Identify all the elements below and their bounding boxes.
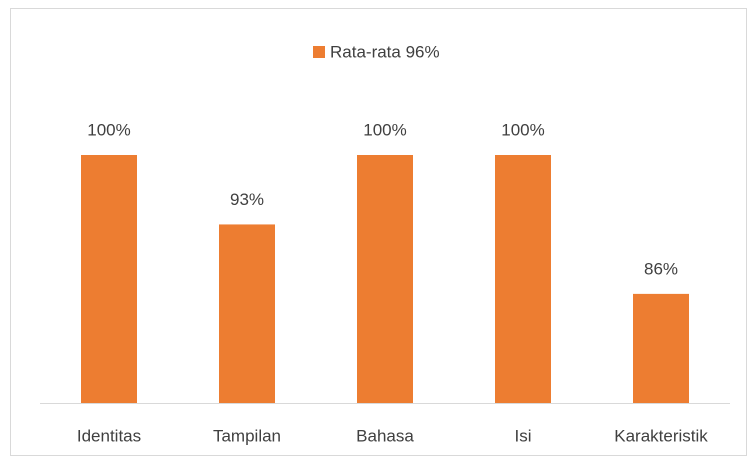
bar [633,293,689,403]
value-label: 86% [644,259,678,278]
bar [219,224,275,403]
value-label: 93% [230,190,264,209]
x-tick-label: Identitas [77,426,141,445]
x-tick-label: Karakteristik [614,426,708,445]
value-label: 100% [501,120,544,139]
x-tick-label: Bahasa [356,426,414,445]
x-tick-label: Isi [515,426,532,445]
value-label: 100% [87,120,130,139]
bar [357,155,413,403]
value-label: 100% [363,120,406,139]
bar [81,155,137,403]
bar [495,155,551,403]
legend-swatch [313,46,325,58]
legend-label: Rata-rata 96% [330,42,440,61]
x-tick-label: Tampilan [213,426,281,445]
